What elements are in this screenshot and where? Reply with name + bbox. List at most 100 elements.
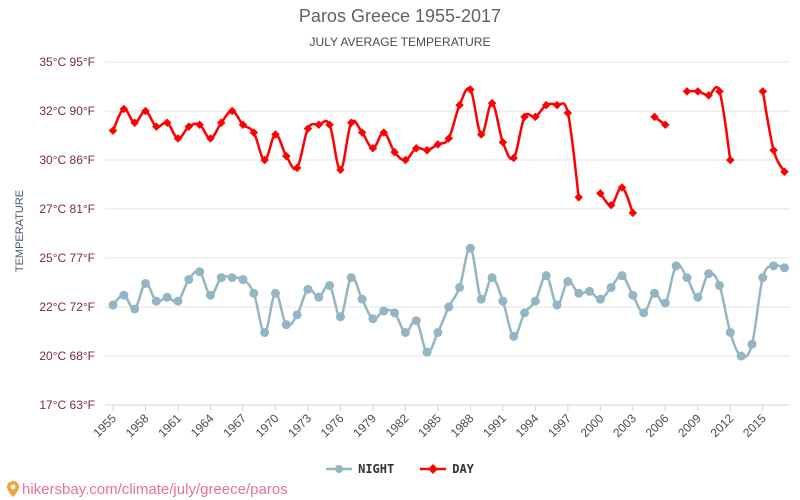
- data-point[interactable]: [303, 124, 313, 133]
- data-point[interactable]: [238, 120, 248, 129]
- data-point[interactable]: [466, 85, 475, 94]
- data-point[interactable]: [335, 312, 345, 322]
- data-point[interactable]: [682, 273, 692, 283]
- data-point[interactable]: [758, 87, 768, 96]
- data-point[interactable]: [400, 327, 410, 337]
- legend-item-night[interactable]: NIGHT: [326, 462, 394, 476]
- data-point[interactable]: [639, 308, 649, 318]
- data-point[interactable]: [368, 143, 378, 153]
- data-point[interactable]: [455, 100, 464, 110]
- data-point[interactable]: [411, 316, 421, 326]
- data-point[interactable]: [217, 118, 226, 128]
- data-point[interactable]: [498, 296, 508, 306]
- data-point[interactable]: [173, 134, 183, 143]
- data-point[interactable]: [227, 273, 237, 283]
- data-point[interactable]: [563, 108, 573, 118]
- data-point[interactable]: [151, 296, 161, 306]
- data-point[interactable]: [108, 126, 118, 135]
- data-point[interactable]: [336, 165, 345, 175]
- data-point[interactable]: [769, 145, 778, 155]
- data-point[interactable]: [725, 327, 735, 337]
- data-point[interactable]: [314, 120, 324, 129]
- data-point[interactable]: [368, 314, 378, 324]
- data-point[interactable]: [216, 273, 226, 283]
- data-point[interactable]: [390, 308, 400, 318]
- data-point[interactable]: [487, 273, 497, 283]
- data-point[interactable]: [390, 147, 399, 157]
- data-point[interactable]: [152, 122, 161, 131]
- data-point[interactable]: [617, 271, 627, 281]
- data-point[interactable]: [747, 339, 757, 349]
- data-point[interactable]: [574, 192, 583, 202]
- data-point[interactable]: [628, 208, 638, 218]
- data-point[interactable]: [195, 267, 205, 277]
- data-point[interactable]: [346, 273, 356, 283]
- data-point[interactable]: [249, 288, 259, 298]
- data-point[interactable]: [714, 280, 724, 290]
- data-point[interactable]: [693, 292, 703, 302]
- data-point[interactable]: [585, 286, 595, 296]
- data-point[interactable]: [141, 106, 150, 116]
- data-point[interactable]: [433, 140, 443, 149]
- data-point[interactable]: [715, 87, 724, 96]
- data-point[interactable]: [411, 143, 421, 153]
- data-point[interactable]: [227, 106, 237, 116]
- series-night[interactable]: [108, 243, 789, 361]
- data-point[interactable]: [401, 155, 410, 165]
- data-point[interactable]: [357, 128, 367, 137]
- data-point[interactable]: [108, 300, 118, 310]
- data-point[interactable]: [130, 304, 140, 314]
- data-point[interactable]: [357, 294, 367, 304]
- data-point[interactable]: [162, 292, 172, 302]
- data-point[interactable]: [574, 288, 584, 298]
- data-point[interactable]: [704, 269, 714, 279]
- data-point[interactable]: [552, 300, 562, 310]
- data-point[interactable]: [119, 290, 129, 300]
- data-point[interactable]: [162, 118, 172, 128]
- data-point[interactable]: [476, 130, 486, 139]
- data-point[interactable]: [140, 278, 150, 288]
- data-point[interactable]: [260, 155, 269, 165]
- data-point[interactable]: [271, 130, 280, 139]
- data-point[interactable]: [509, 331, 519, 341]
- data-point[interactable]: [205, 290, 215, 300]
- data-point[interactable]: [498, 138, 508, 147]
- data-point[interactable]: [530, 296, 540, 306]
- data-point[interactable]: [195, 120, 204, 129]
- data-point[interactable]: [476, 294, 486, 304]
- data-point[interactable]: [379, 306, 389, 316]
- data-point[interactable]: [184, 122, 194, 131]
- data-point[interactable]: [292, 163, 302, 173]
- data-point[interactable]: [693, 87, 703, 96]
- data-point[interactable]: [628, 290, 638, 300]
- data-point[interactable]: [130, 118, 139, 128]
- data-point[interactable]: [292, 310, 302, 320]
- data-point[interactable]: [314, 292, 324, 302]
- data-point[interactable]: [726, 155, 735, 165]
- data-point[interactable]: [682, 87, 692, 96]
- data-point[interactable]: [552, 100, 562, 110]
- data-point[interactable]: [206, 134, 215, 143]
- data-point[interactable]: [325, 120, 334, 129]
- data-point[interactable]: [541, 271, 551, 281]
- data-point[interactable]: [509, 153, 518, 163]
- data-point[interactable]: [422, 145, 432, 155]
- data-point[interactable]: [660, 298, 670, 308]
- legend-item-day[interactable]: DAY: [420, 462, 474, 476]
- data-point[interactable]: [303, 284, 313, 294]
- data-point[interactable]: [282, 151, 291, 161]
- data-point[interactable]: [465, 243, 475, 253]
- data-point[interactable]: [671, 261, 681, 271]
- data-point[interactable]: [184, 275, 194, 285]
- data-point[interactable]: [455, 282, 465, 292]
- data-point[interactable]: [487, 98, 497, 108]
- data-point[interactable]: [325, 280, 335, 290]
- data-point[interactable]: [736, 351, 746, 361]
- data-point[interactable]: [119, 104, 129, 114]
- data-point[interactable]: [520, 308, 530, 318]
- data-point[interactable]: [758, 273, 768, 283]
- data-point[interactable]: [563, 277, 573, 287]
- data-point[interactable]: [260, 327, 270, 337]
- data-point[interactable]: [650, 288, 659, 298]
- data-point[interactable]: [769, 261, 779, 271]
